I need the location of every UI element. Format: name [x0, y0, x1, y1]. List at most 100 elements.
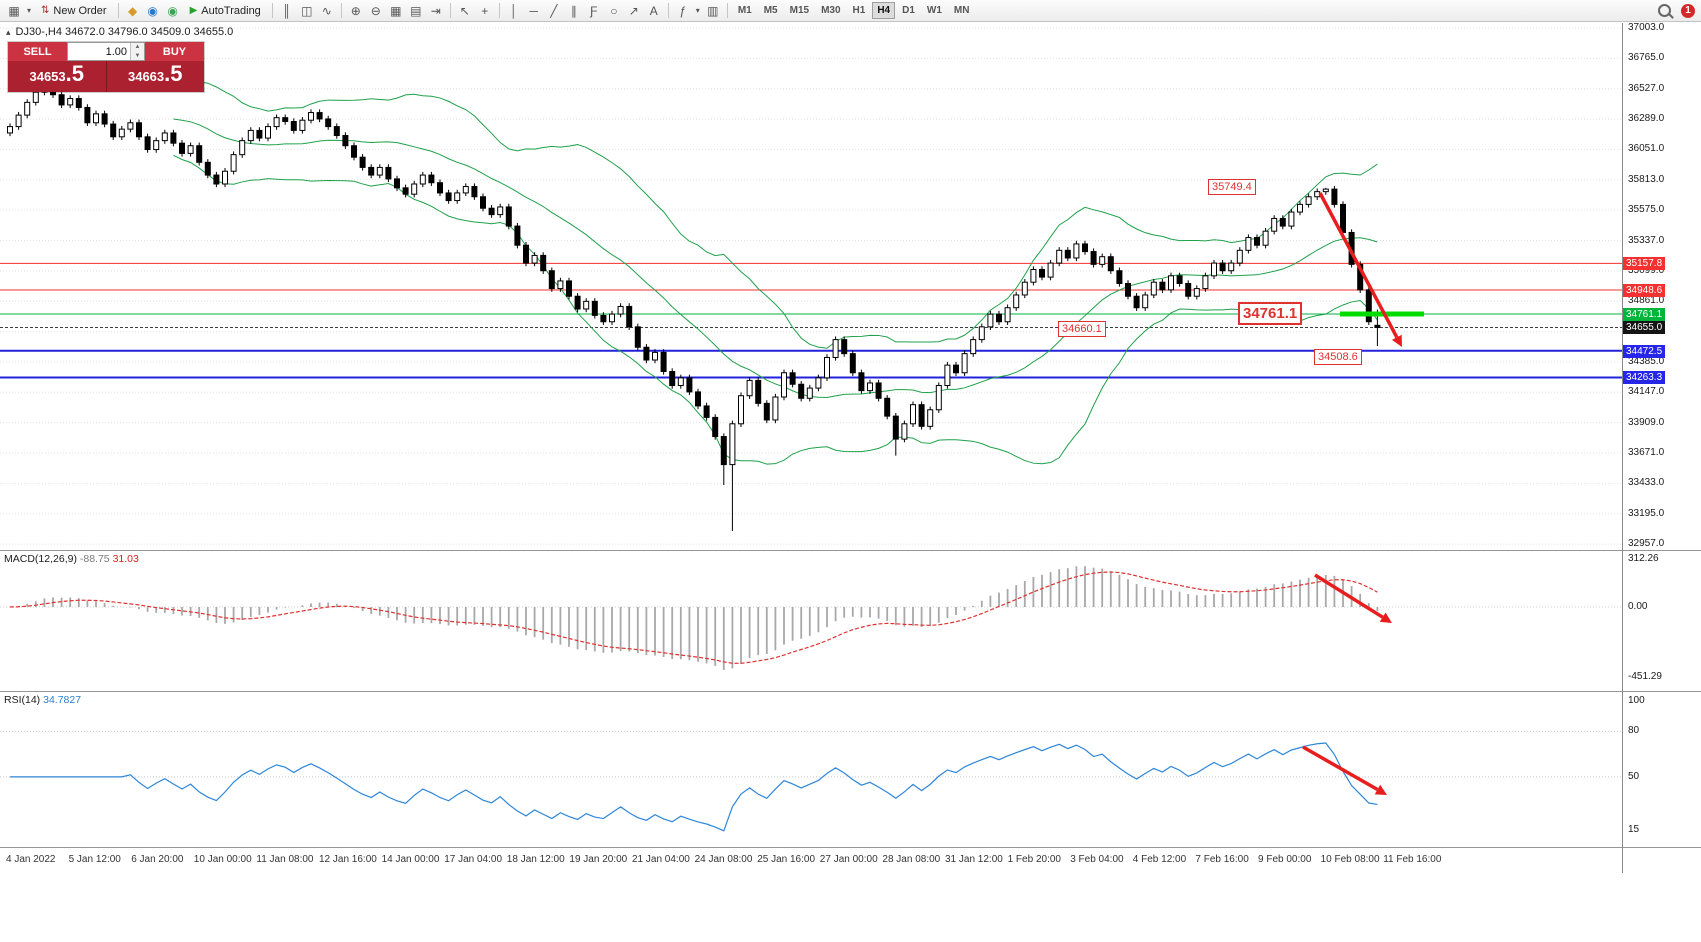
- auto-arrange-icon[interactable]: ▤: [410, 3, 422, 18]
- trend-arrow[interactable]: [1302, 745, 1379, 792]
- horizontal-line-icon[interactable]: ─: [529, 3, 539, 18]
- timeframe-w1[interactable]: W1: [926, 5, 942, 16]
- candle-body: [583, 300, 590, 310]
- autotrading-button[interactable]: ▶ AutoTrading: [184, 2, 267, 20]
- shapes-icon[interactable]: ○: [610, 3, 618, 18]
- candle-body: [1056, 249, 1063, 264]
- bollinger-middle-band: [173, 118, 1378, 399]
- vertical-line-icon[interactable]: │: [510, 3, 518, 18]
- chart-window[interactable]: ▴ DJ30-,H4 34672.0 34796.0 34509.0 34655…: [0, 22, 1701, 942]
- candle-body: [67, 98, 74, 106]
- trend-arrow-head[interactable]: [1374, 784, 1387, 795]
- candle-body: [660, 351, 667, 372]
- candle-body: [1288, 211, 1295, 227]
- candle-body: [290, 120, 297, 131]
- candle-body: [204, 161, 211, 176]
- text-tool-icon[interactable]: A: [649, 3, 658, 18]
- indicators-icon[interactable]: ƒ: [679, 3, 687, 18]
- macd-signal-line: [9, 571, 1378, 664]
- price-axis-label: 35099.0: [1628, 264, 1665, 276]
- candle-body: [686, 377, 693, 393]
- zoom-out-icon[interactable]: ⊖: [370, 3, 381, 18]
- buy-button[interactable]: BUY: [145, 42, 204, 61]
- cursor-icon[interactable]: ↖: [459, 3, 470, 18]
- annotation-price-label[interactable]: 34761.1: [1238, 302, 1303, 325]
- line-chart-icon[interactable]: ∿: [321, 3, 332, 18]
- community-icon[interactable]: ◉: [147, 3, 158, 18]
- channel-icon[interactable]: ∥: [570, 3, 577, 18]
- candle-body: [213, 174, 220, 185]
- bar-chart-icon[interactable]: ║: [282, 3, 292, 18]
- rsi-indicator-pane[interactable]: RSI(14) 34.7827 100 80 50 15: [0, 691, 1701, 847]
- candle-body: [970, 339, 977, 355]
- timeframe-m15[interactable]: M15: [789, 5, 810, 16]
- sell-button[interactable]: SELL: [8, 42, 67, 61]
- candle-body: [1030, 268, 1037, 283]
- new-chart-dropdown[interactable]: ▾: [26, 6, 31, 15]
- macd-indicator-pane[interactable]: MACD(12,26,9) -88.75 31.03 312.26 0.00 -45…: [0, 550, 1701, 691]
- trend-arrow-head[interactable]: [1391, 334, 1402, 347]
- candle-body: [1322, 188, 1329, 193]
- timeframe-h1[interactable]: H1: [852, 5, 866, 16]
- chart-shift-icon[interactable]: ⇥: [430, 3, 441, 18]
- time-axis-label: 7 Feb 16:00: [1195, 854, 1249, 865]
- trend-arrow[interactable]: [1318, 192, 1399, 339]
- sell-price[interactable]: 34653.5: [8, 61, 106, 92]
- rsi-canvas[interactable]: [0, 692, 1701, 847]
- buy-price[interactable]: 34663.5: [106, 61, 204, 92]
- macd-canvas[interactable]: [0, 551, 1701, 691]
- zoom-in-icon[interactable]: ⊕: [350, 3, 361, 18]
- candle-body: [1176, 275, 1183, 284]
- candle-body: [58, 94, 65, 106]
- time-axis-label: 21 Jan 04:00: [632, 854, 690, 865]
- templates-icon[interactable]: ▥: [707, 3, 719, 18]
- price-chart-canvas[interactable]: [0, 23, 1701, 550]
- lot-size-value[interactable]: 1.00: [105, 45, 127, 58]
- fibonacci-icon[interactable]: Ƒ: [590, 3, 598, 18]
- candle-body: [677, 377, 684, 387]
- top-toolbar: ▦ ▾ ⇅ New Order ◆ ◉ ◉ ▶ AutoTrading ║ ◫ ∿ ⊕ ⊖ ▦ ▤ ⇥ ↖ + │ ─ ╱…: [0, 0, 1701, 22]
- candle-body: [394, 178, 400, 189]
- candle-body: [815, 377, 822, 389]
- annotation-price-label[interactable]: 34660.1: [1058, 321, 1106, 337]
- search-icon[interactable]: [1658, 4, 1671, 17]
- timeframe-h4[interactable]: H4: [872, 2, 896, 19]
- candle-body: [445, 192, 452, 202]
- toolbar-separator: [726, 3, 728, 18]
- candle-body: [944, 364, 951, 387]
- indicators-dropdown[interactable]: ▾: [695, 6, 700, 15]
- tile-windows-icon[interactable]: ▦: [390, 3, 402, 18]
- lot-size-field[interactable]: 1.00 ▲ ▼: [67, 42, 145, 61]
- candle-body: [617, 305, 624, 315]
- time-axis-label: 18 Jan 12:00: [506, 854, 565, 865]
- new-chart-icon[interactable]: ▦: [8, 3, 20, 18]
- candle-body: [101, 113, 108, 125]
- terminal-icon[interactable]: ◉: [167, 3, 178, 18]
- timeframe-m5[interactable]: M5: [763, 5, 778, 16]
- macd-axis-label: 0.00: [1628, 601, 1648, 612]
- time-axis[interactable]: 4 Jan 2022 5 Jan 12:00 6 Jan 20:00 10 Jan 0…: [0, 847, 1701, 874]
- trend-arrow-head[interactable]: [1379, 612, 1392, 623]
- candle-body: [1064, 249, 1071, 259]
- crosshair-icon[interactable]: +: [481, 3, 489, 18]
- new-order-button[interactable]: ⇅ New Order: [35, 2, 113, 20]
- timeframe-m30[interactable]: M30: [821, 5, 841, 16]
- trendline-icon[interactable]: ╱: [550, 3, 558, 18]
- arrows-tool-icon[interactable]: ↗: [628, 3, 639, 18]
- lot-decrease-button[interactable]: ▼: [131, 51, 144, 60]
- notification-badge[interactable]: 1: [1681, 3, 1695, 18]
- lot-increase-button[interactable]: ▲: [131, 43, 144, 52]
- candle-body: [273, 117, 280, 128]
- trend-arrow[interactable]: [1314, 573, 1384, 619]
- candle-body: [781, 372, 787, 398]
- price-chart-pane[interactable]: ▴ DJ30-,H4 34672.0 34796.0 34509.0 34655…: [0, 22, 1701, 550]
- candle-body: [875, 382, 882, 399]
- timeframe-mn[interactable]: MN: [953, 5, 970, 16]
- candlestick-chart-icon[interactable]: ◫: [301, 3, 313, 18]
- metaeditor-icon[interactable]: ◆: [127, 3, 138, 18]
- rsi-axis-label: 100: [1628, 695, 1645, 706]
- timeframe-d1[interactable]: D1: [902, 5, 915, 16]
- annotation-price-label[interactable]: 35749.4: [1208, 179, 1256, 195]
- annotation-price-label[interactable]: 34508.6: [1314, 349, 1362, 365]
- timeframe-m1[interactable]: M1: [737, 5, 752, 16]
